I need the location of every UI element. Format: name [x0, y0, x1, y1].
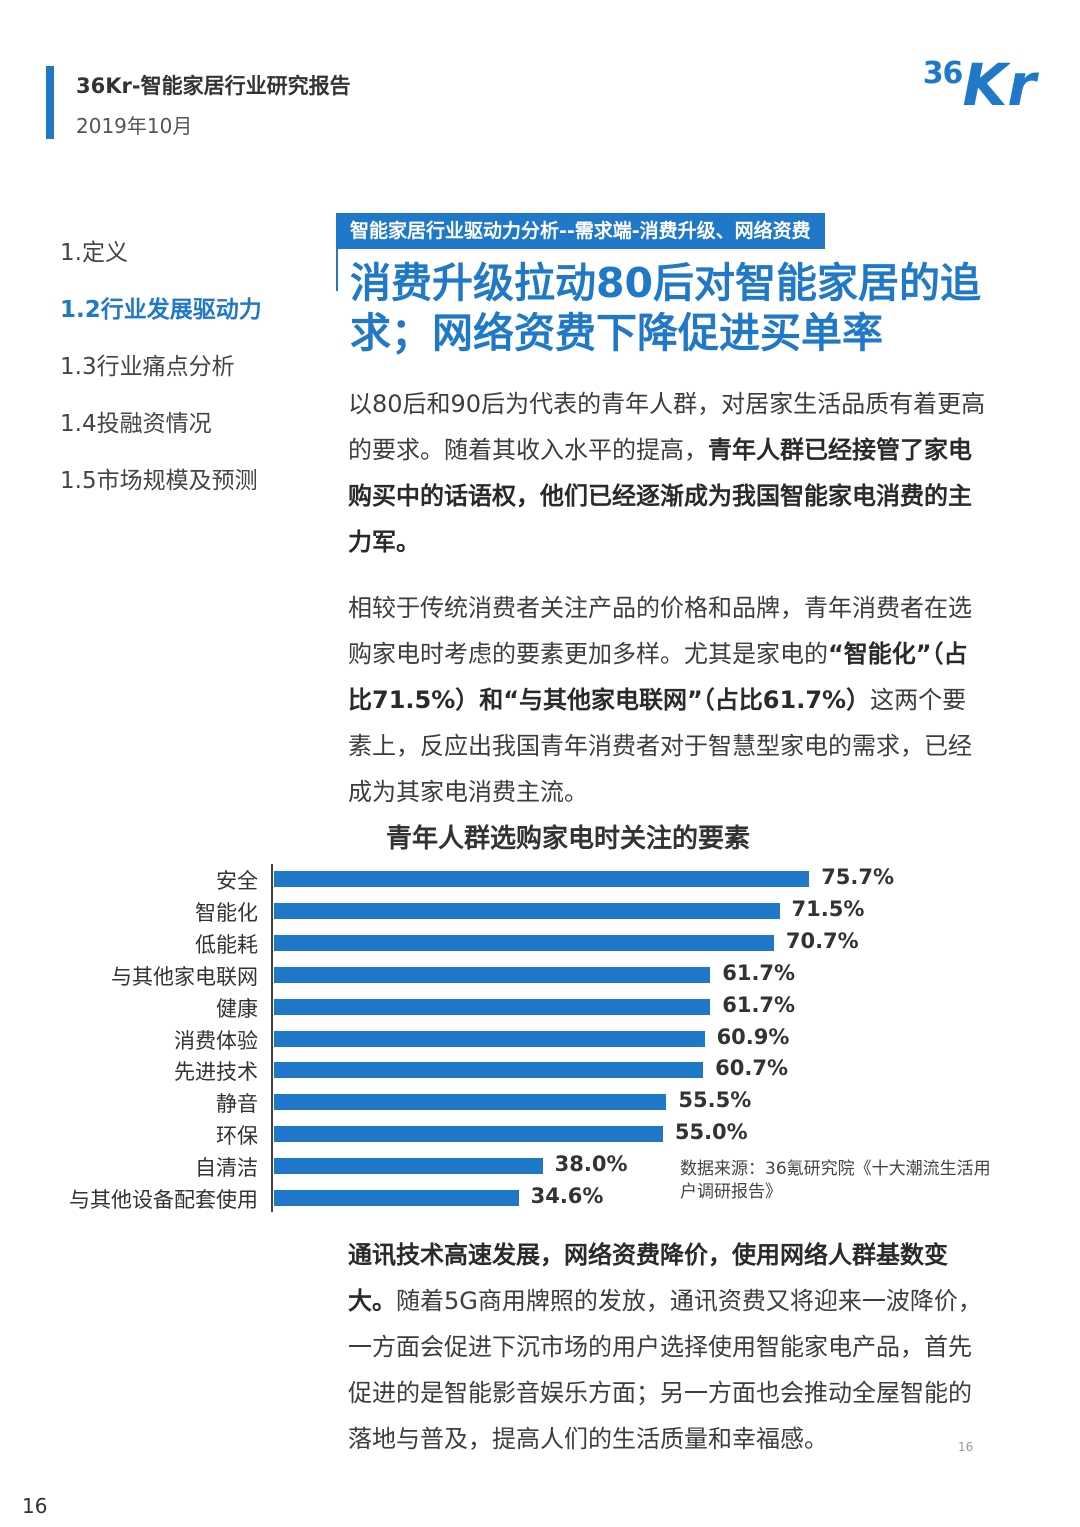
bar-value-label: 61.7%	[722, 960, 796, 985]
toc-item-drivers[interactable]: 1.2行业发展驱动力	[60, 297, 262, 323]
bar	[274, 902, 780, 919]
data-source-note: 数据来源：36氪研究院《十大潮流生活用户调研报告》	[680, 1159, 991, 1202]
header-accent-bar	[46, 66, 54, 139]
bar-value-label: 38.0%	[554, 1152, 628, 1177]
bar-value-label: 75.7%	[821, 865, 895, 889]
page-headline: 消费升级拉动80后对智能家居的追求；网络资费下降促进买单率	[350, 259, 982, 357]
bar-category-label: 静音	[216, 1092, 258, 1117]
chart-y-axis	[271, 864, 273, 1212]
bar-value-label: 55.0%	[674, 1120, 748, 1145]
toc-item-investment[interactable]: 1.4投融资情况	[60, 411, 212, 437]
bar-value-label: 70.7%	[785, 928, 859, 953]
bar-category-label: 健康	[216, 996, 258, 1021]
36kr-logo: 36Kr	[922, 51, 1036, 119]
bar-value-label: 55.5%	[678, 1088, 752, 1113]
bar	[274, 998, 711, 1015]
page-number-small: 16	[958, 1440, 974, 1454]
bar-category-label: 智能化	[195, 900, 258, 925]
toc-item-market-size[interactable]: 1.5市场规模及预测	[60, 468, 258, 494]
chart-title: 青年人群选购家电时关注的要素	[386, 824, 751, 854]
bar-category-label: 自清洁	[195, 1156, 258, 1181]
table-of-contents: 1.定义 1.2行业发展驱动力 1.3行业痛点分析 1.4投融资情况 1.5市场…	[60, 236, 262, 521]
bar-category-label: 低能耗	[195, 932, 258, 957]
paragraph-purchase-factors: 相较于传统消费者关注产品的价格和品牌，青年消费者在选购家电时考虑的要素更加多样。…	[348, 594, 972, 806]
bar	[274, 1062, 704, 1079]
page-number: 16	[22, 1494, 48, 1518]
bar-category-label: 环保	[216, 1124, 258, 1149]
bar	[274, 1158, 543, 1175]
section-tag-line	[336, 249, 338, 291]
bar-category-label: 安全	[216, 869, 258, 893]
toc-item-pain-points[interactable]: 1.3行业痛点分析	[60, 354, 235, 380]
bar	[274, 1126, 663, 1143]
bar-value-label: 60.7%	[715, 1056, 788, 1081]
bar-value-label: 60.9%	[716, 1024, 790, 1049]
bar-category-label: 与其他家电联网	[111, 964, 258, 989]
bar	[274, 934, 774, 951]
section-tag: 智能家居行业驱动力分析--需求端-消费升级、网络资费	[336, 213, 825, 249]
bar-category-label: 消费体验	[174, 1028, 258, 1053]
bar-value-label: 34.6%	[530, 1184, 604, 1208]
toc-item-definition[interactable]: 1.定义	[60, 240, 128, 266]
bar-value-label: 61.7%	[722, 992, 796, 1017]
bar	[274, 871, 810, 887]
bar-category-label: 先进技术	[174, 1060, 258, 1085]
paragraph-network-fees: 通讯技术高速发展，网络资费降价，使用网络人群基数变大。随着5G商用牌照的发放，通…	[348, 1241, 982, 1453]
bar-category-label: 与其他设备配套使用	[69, 1188, 258, 1212]
bar	[274, 1190, 519, 1206]
bar	[274, 966, 711, 983]
report-title: 36Kr-智能家居行业研究报告	[76, 74, 351, 98]
bar-value-label: 71.5%	[791, 896, 865, 921]
paragraph-youth-consumers: 以80后和90后为代表的青年人群，对居家生活品质有着更高的要求。随着其收入水平的…	[348, 390, 986, 556]
report-date: 2019年10月	[76, 114, 193, 138]
bar	[274, 1094, 667, 1111]
bar	[274, 1030, 705, 1047]
